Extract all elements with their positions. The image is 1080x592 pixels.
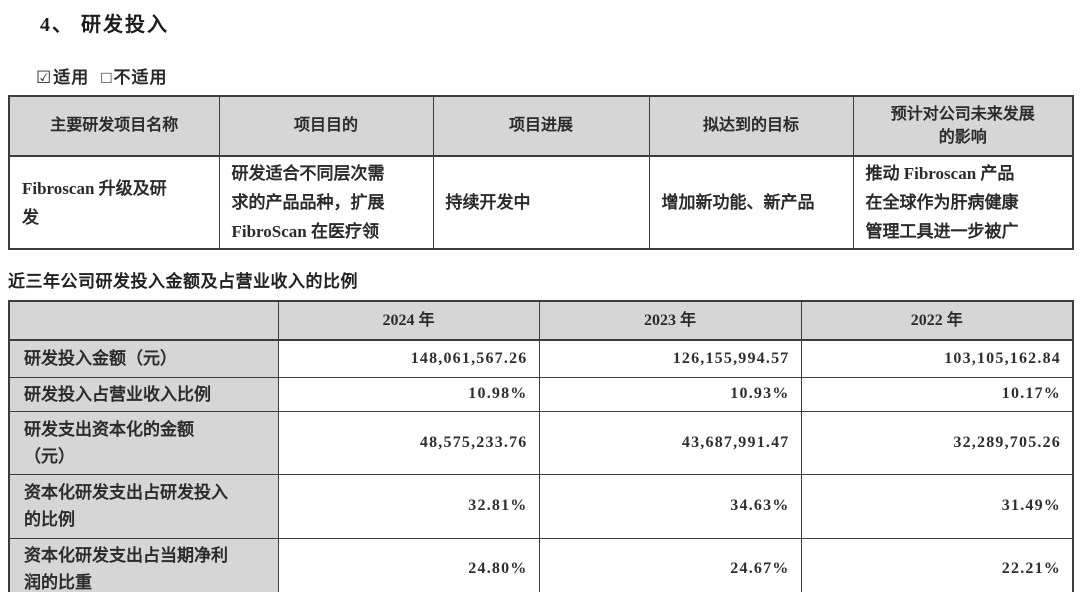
row-label: 研发支出资本化的金额 （元） <box>8 410 279 475</box>
column-header-2024: 2024 年 <box>277 300 540 341</box>
row-label: 资本化研发支出占研发投入 的比例 <box>8 473 279 539</box>
applicable-label: 适用 <box>53 68 90 87</box>
cell-project-progress: 持续开发中 <box>432 155 650 250</box>
table-header-row: 主要研发项目名称 项目目的 项目进展 拟达到的目标 预计对公司未来发展 的影响 <box>8 95 1074 157</box>
cell-value: 126,155,994.57 <box>538 339 802 378</box>
row-label: 资本化研发支出占当期净利 润的比重 <box>8 537 279 592</box>
cell-value: 148,061,567.26 <box>277 339 540 378</box>
cell-value: 103,105,162.84 <box>800 339 1074 378</box>
column-header-purpose: 项目目的 <box>218 95 434 157</box>
column-header-goal: 拟达到的目标 <box>648 95 854 157</box>
cell-value: 32,289,705.26 <box>800 410 1074 475</box>
cell-value: 34.63% <box>538 473 802 539</box>
cell-project-impact: 推动 Fibroscan 产品 在全球作为肝病健康 管理工具进一步被广 <box>852 155 1074 250</box>
column-header-blank <box>8 300 279 341</box>
rd-projects-table: 主要研发项目名称 项目目的 项目进展 拟达到的目标 预计对公司未来发展 的影响 … <box>8 95 1074 250</box>
rd-investment-table: 2024 年 2023 年 2022 年 研发投入金额（元） 148,061,5… <box>8 300 1074 592</box>
cell-value: 48,575,233.76 <box>277 410 540 475</box>
table-row: 研发投入占营业收入比例 10.98% 10.93% 10.17% <box>8 376 1074 412</box>
cell-value: 31.49% <box>800 473 1074 539</box>
not-applicable-label: 不适用 <box>113 68 168 87</box>
column-header-progress: 项目进展 <box>432 95 650 157</box>
cell-value: 10.17% <box>800 376 1074 412</box>
cell-value: 24.80% <box>277 537 540 592</box>
column-header-2022: 2022 年 <box>800 300 1074 341</box>
row-label: 研发投入占营业收入比例 <box>8 376 279 412</box>
row-label: 研发投入金额（元） <box>8 339 279 378</box>
checkbox-unchecked-icon: □ <box>101 68 113 87</box>
cell-value: 10.93% <box>538 376 802 412</box>
column-header-impact: 预计对公司未来发展 的影响 <box>852 95 1074 157</box>
page-title: 4、 研发投入 <box>40 14 169 36</box>
cell-project-goal: 增加新功能、新产品 <box>648 155 854 250</box>
checkbox-checked-icon: ☑ <box>36 68 53 87</box>
table-header-row: 2024 年 2023 年 2022 年 <box>8 300 1074 341</box>
table-row: 研发投入金额（元） 148,061,567.26 126,155,994.57 … <box>8 339 1074 378</box>
cell-project-name: Fibroscan 升级及研 发 <box>8 155 220 250</box>
column-header-2023: 2023 年 <box>538 300 802 341</box>
cell-value: 24.67% <box>538 537 802 592</box>
table-row: 资本化研发支出占当期净利 润的比重 24.80% 24.67% 22.21% <box>8 537 1074 592</box>
table-row: Fibroscan 升级及研 发 研发适合不同层次需 求的产品品种，扩展 Fib… <box>8 155 1074 250</box>
cell-value: 32.81% <box>277 473 540 539</box>
cell-value: 10.98% <box>277 376 540 412</box>
column-header-project-name: 主要研发项目名称 <box>8 95 220 157</box>
table-row: 研发支出资本化的金额 （元） 48,575,233.76 43,687,991.… <box>8 410 1074 475</box>
cell-value: 22.21% <box>800 537 1074 592</box>
cell-value: 43,687,991.47 <box>538 410 802 475</box>
investment-section-title: 近三年公司研发投入金额及占营业收入的比例 <box>8 272 358 291</box>
applicability-row: ☑适用 □不适用 <box>36 63 1080 88</box>
table-row: 资本化研发支出占研发投入 的比例 32.81% 34.63% 31.49% <box>8 473 1074 539</box>
cell-project-purpose: 研发适合不同层次需 求的产品品种，扩展 FibroScan 在医疗领 <box>218 155 434 250</box>
